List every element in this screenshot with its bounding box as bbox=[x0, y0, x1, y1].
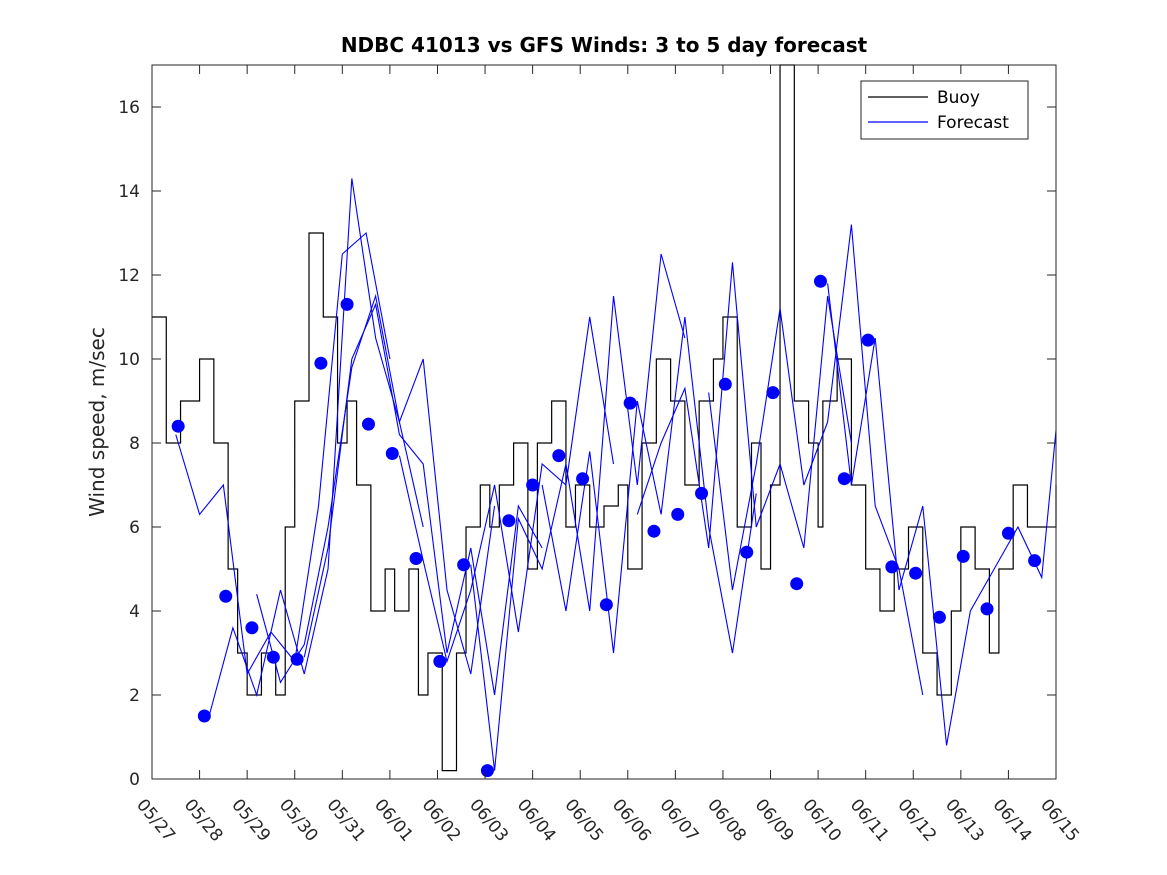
forecast-series bbox=[175, 178, 1057, 771]
forecast-line-9 bbox=[708, 224, 924, 696]
forecast-marker bbox=[1001, 526, 1015, 540]
forecast-marker bbox=[526, 478, 540, 492]
x-tick-label: 06/04 bbox=[513, 795, 560, 845]
x-tick-label: 06/14 bbox=[989, 795, 1036, 845]
forecast-marker bbox=[576, 472, 590, 486]
y-tick-label: 6 bbox=[129, 518, 140, 538]
forecast-marker bbox=[433, 654, 447, 668]
forecast-marker bbox=[790, 577, 804, 591]
x-tick-label: 06/01 bbox=[370, 795, 417, 845]
y-tick-label: 16 bbox=[118, 98, 140, 118]
buoy-series bbox=[152, 64, 1057, 772]
x-tick-label: 06/07 bbox=[656, 795, 703, 845]
x-tick-label: 06/13 bbox=[941, 795, 988, 845]
x-tick-label: 06/08 bbox=[703, 795, 750, 845]
forecast-marker bbox=[457, 558, 471, 572]
forecast-marker bbox=[219, 589, 233, 603]
forecast-marker bbox=[1028, 554, 1042, 568]
x-tick-label: 06/05 bbox=[560, 795, 607, 845]
forecast-marker bbox=[623, 396, 637, 410]
forecast-marker bbox=[245, 621, 259, 635]
forecast-marker bbox=[718, 377, 732, 391]
chart-title: NDBC 41013 vs GFS Winds: 3 to 5 day fore… bbox=[341, 33, 868, 57]
x-tick-label: 06/12 bbox=[893, 795, 940, 845]
x-tick-label: 06/09 bbox=[751, 795, 798, 845]
x-tick-label: 05/31 bbox=[322, 795, 369, 845]
legend-forecast-label: Forecast bbox=[937, 113, 1009, 133]
forecast-line-6 bbox=[470, 253, 686, 771]
forecast-marker bbox=[671, 507, 685, 521]
forecast-line-2 bbox=[208, 178, 424, 717]
forecast-marker bbox=[266, 650, 280, 664]
forecast-line-10 bbox=[827, 283, 1057, 746]
forecast-line-5 bbox=[398, 316, 615, 664]
forecast-marker bbox=[647, 524, 661, 538]
y-tick-label: 12 bbox=[118, 266, 140, 286]
forecast-marker bbox=[695, 486, 709, 500]
y-tick-label: 0 bbox=[129, 770, 140, 790]
forecast-marker bbox=[502, 514, 516, 528]
x-tick-label: 06/03 bbox=[465, 795, 512, 845]
forecast-line-1 bbox=[175, 231, 391, 676]
forecast-marker bbox=[813, 274, 827, 288]
legend: Buoy Forecast bbox=[860, 80, 1029, 140]
x-tick-label: 06/15 bbox=[1036, 795, 1083, 845]
y-axis-label: Wind speed, m/sec bbox=[85, 327, 109, 517]
x-tick-label: 06/02 bbox=[418, 795, 465, 845]
forecast-marker bbox=[552, 449, 566, 463]
y-tick-label: 2 bbox=[129, 686, 140, 706]
forecast-line-8 bbox=[636, 262, 852, 549]
forecast-marker bbox=[385, 447, 399, 460]
x-tick-label: 06/11 bbox=[846, 795, 893, 845]
x-tick-label: 06/10 bbox=[798, 795, 845, 845]
forecast-marker bbox=[314, 356, 328, 370]
forecast-marker bbox=[956, 549, 970, 563]
forecast-marker bbox=[361, 417, 375, 431]
forecast-marker bbox=[766, 386, 780, 400]
buoy-line bbox=[152, 64, 1057, 772]
forecast-marker bbox=[837, 472, 851, 486]
forecast-marker bbox=[599, 598, 613, 612]
forecast-marker bbox=[171, 419, 185, 433]
legend-buoy-label: Buoy bbox=[937, 88, 980, 108]
forecast-marker bbox=[861, 333, 875, 347]
forecast-marker bbox=[909, 566, 923, 580]
x-tick-label: 05/28 bbox=[180, 795, 227, 845]
forecast-marker bbox=[340, 297, 354, 311]
forecast-marker bbox=[932, 610, 946, 624]
forecast-marker bbox=[197, 709, 211, 723]
forecast-marker bbox=[885, 560, 899, 574]
forecast-line-4 bbox=[303, 302, 543, 696]
y-tick-label: 8 bbox=[129, 434, 140, 454]
x-tick-label: 05/29 bbox=[227, 795, 274, 845]
x-tick-label: 05/30 bbox=[275, 795, 322, 845]
forecast-marker bbox=[980, 602, 994, 616]
forecast-markers bbox=[171, 274, 1042, 778]
legend-box bbox=[860, 80, 1029, 140]
y-tick-label: 10 bbox=[118, 350, 140, 370]
forecast-line-7 bbox=[541, 316, 757, 654]
x-tick-label: 06/06 bbox=[608, 795, 655, 845]
x-tick-label: 05/27 bbox=[132, 795, 179, 845]
y-tick-label: 14 bbox=[118, 182, 140, 202]
forecast-marker bbox=[290, 652, 304, 666]
forecast-marker bbox=[409, 552, 423, 565]
y-tick-label: 4 bbox=[129, 602, 140, 622]
y-axis: 0 2 4 6 8 10 12 14 16 bbox=[118, 98, 1056, 790]
plot-frame bbox=[151, 64, 1057, 780]
forecast-marker bbox=[740, 545, 754, 559]
forecast-marker bbox=[480, 764, 494, 778]
